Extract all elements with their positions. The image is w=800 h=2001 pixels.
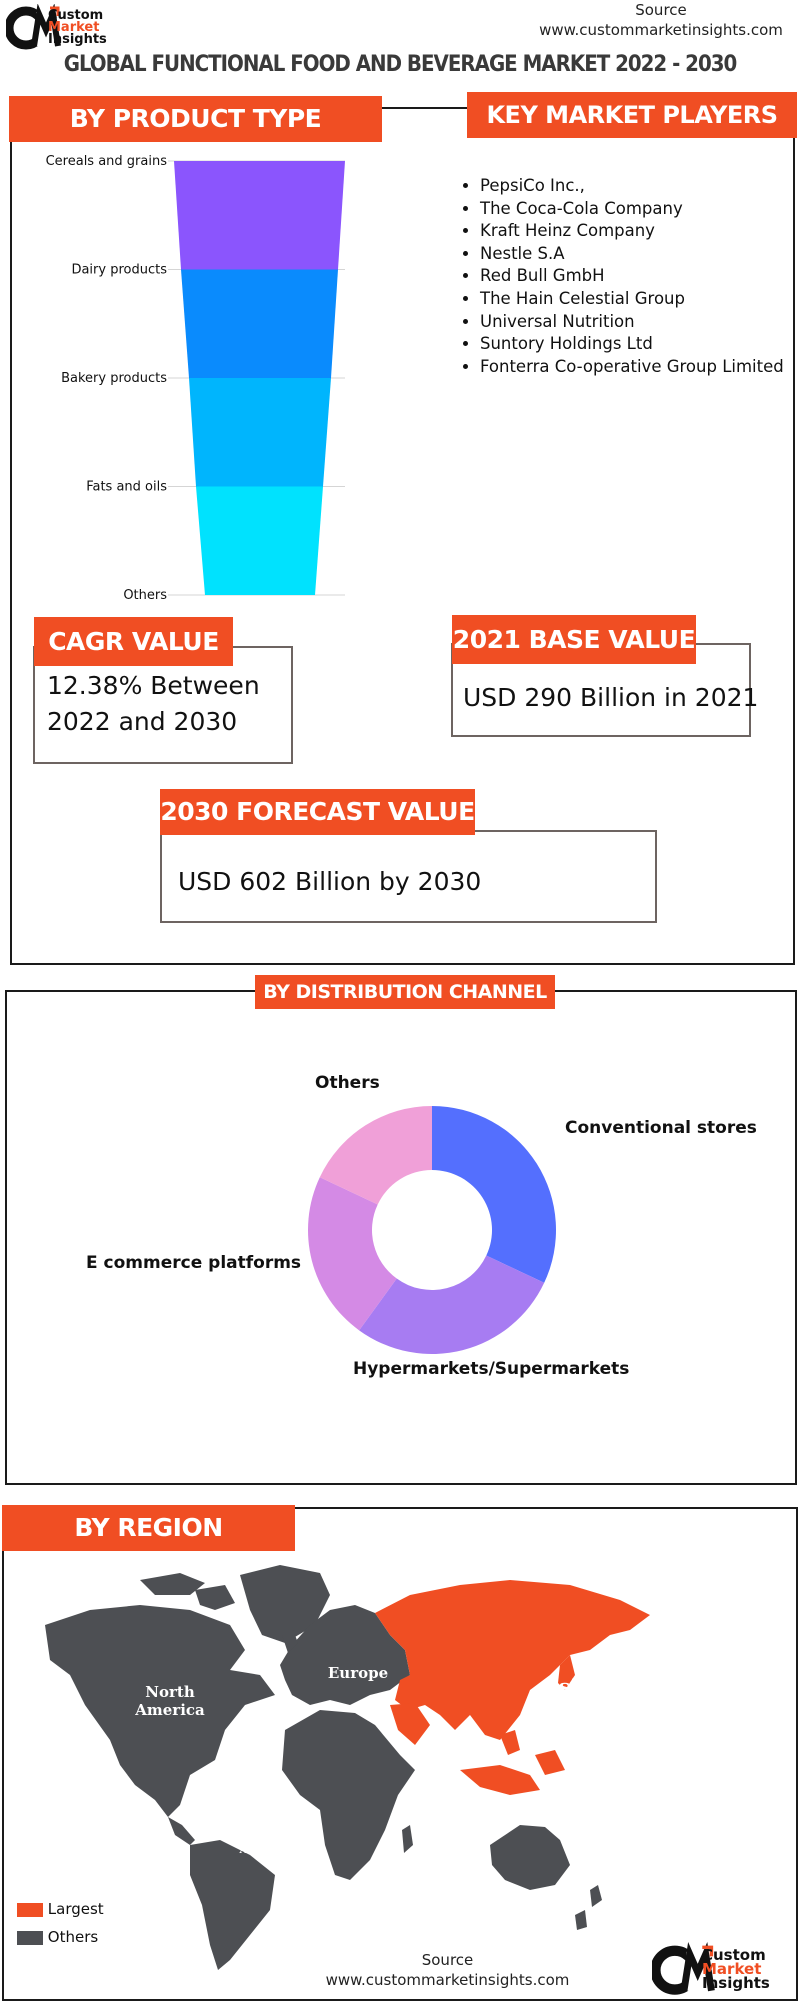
cagr-line2: 2022 and 2030: [47, 707, 238, 736]
funnel-segment: [196, 486, 323, 595]
map-asia: [375, 1580, 650, 1740]
donut-label-ecommerce: E commerce platforms: [86, 1253, 302, 1273]
key-player-item: Nestle S.A: [480, 243, 800, 266]
funnel-segment: [181, 269, 338, 378]
funnel-category-label: Fats and oils: [86, 480, 167, 495]
key-player-item: Universal Nutrition: [480, 311, 800, 334]
key-player-item: The Coca-Cola Company: [480, 198, 800, 221]
forecast-box: [160, 830, 657, 923]
map-label-north-america-1: North: [145, 1683, 195, 1701]
funnel-category-label: Others: [123, 588, 167, 600]
logo-mark-icon: [6, 4, 62, 50]
funnel-category-label: Cereals and grains: [46, 154, 168, 169]
map-label-australia: Australia: [615, 1870, 678, 1884]
key-player-item: The Hain Celestial Group: [480, 288, 800, 311]
funnel-category-label: Dairy products: [71, 263, 167, 278]
source-label-bottom: Source: [421, 1951, 474, 1969]
donut-slice: [319, 1106, 432, 1205]
donut-slice: [432, 1106, 556, 1283]
legend-item-largest: Largest: [17, 1895, 104, 1923]
distribution-donut-chart: [308, 1106, 556, 1354]
map-greenland: [240, 1565, 330, 1643]
funnel-segment: [189, 378, 331, 487]
region-heading: BY REGION: [2, 1505, 295, 1551]
logo-bottom-line2: Market: [702, 1960, 762, 1978]
key-player-item: Fonterra Co-operative Group Limited: [480, 356, 800, 379]
product-type-funnel-chart: Cereals and grains Dairy products Bakery p…: [46, 154, 345, 600]
map-south-america: [190, 1840, 275, 1970]
logo-line1: Custom: [48, 8, 104, 23]
map-africa: [282, 1710, 415, 1880]
donut-slice: [308, 1177, 397, 1331]
logo-line2: Market: [48, 20, 100, 35]
page-title: GLOBAL FUNCTIONAL FOOD AND BEVERAGE MARK…: [63, 52, 738, 77]
donut-slice: [359, 1255, 545, 1354]
logo-mark-bottom-icon: [652, 1942, 716, 1995]
legend-swatch-largest: [17, 1902, 43, 1917]
logo-bottom-line3: Insights: [702, 1974, 770, 1992]
cagr-heading: CAGR VALUE: [34, 617, 233, 666]
map-label-south-america-1: South: [247, 1830, 283, 1843]
source-label-top: Source: [635, 1, 687, 19]
logo-top: Custom Market Insights: [6, 4, 126, 50]
legend-label-others: Others: [47, 1928, 99, 1946]
distribution-heading: BY DISTRIBUTION CHANNEL: [255, 975, 555, 1009]
source-url-bottom: www.custommarketinsights.com: [325, 1971, 570, 1989]
map-label-europe: Europe: [328, 1664, 388, 1682]
key-player-item: Suntory Holdings Ltd: [480, 333, 800, 356]
product-type-heading: BY PRODUCT TYPE: [9, 96, 382, 142]
key-player-item: Kraft Heinz Company: [480, 220, 800, 243]
key-player-item: PepsiCo Inc.,: [480, 175, 800, 198]
logo-line3: Insights: [48, 32, 107, 47]
world-map: North America Europe Asia Africa South A…: [45, 1565, 678, 1970]
map-label-asia: Asia: [542, 1674, 590, 1698]
legend-item-others: Others: [17, 1923, 104, 1951]
section-product-type: [10, 107, 795, 965]
section-region: [2, 1507, 798, 2001]
key-players-list: PepsiCo Inc.,The Coca-Cola CompanyKraft …: [460, 175, 800, 378]
donut-label-others: Others: [315, 1073, 380, 1093]
donut-label-conventional: Conventional stores: [565, 1118, 757, 1138]
base-value-text: USD 290 Billion in 2021: [463, 683, 759, 712]
funnel-segment: [174, 161, 345, 270]
map-north-america: [45, 1605, 275, 1817]
legend-label-largest: Largest: [47, 1900, 104, 1918]
map-label-north-america-2: America: [134, 1701, 205, 1719]
donut-label-hypermarkets: Hypermarkets/Supermarkets: [353, 1359, 630, 1379]
forecast-text: USD 602 Billion by 2030: [178, 867, 482, 896]
map-australia: [490, 1825, 570, 1890]
funnel-category-label: Bakery products: [61, 371, 167, 386]
region-legend: Largest Others: [17, 1895, 104, 1951]
key-players-heading: KEY MARKET PLAYERS: [467, 92, 797, 138]
map-label-south-america-2: America: [239, 1843, 291, 1856]
key-player-item: Red Bull GmbH: [480, 265, 800, 288]
logo-bottom: Custom Market Insights: [652, 1942, 792, 1996]
legend-swatch-others: [17, 1930, 43, 1945]
base-value-heading: 2021 BASE VALUE: [452, 615, 696, 664]
source-url-top: www.custommarketinsights.com: [539, 21, 783, 39]
forecast-heading: 2030 FORECAST VALUE: [160, 789, 475, 835]
map-label-africa: Africa: [394, 1806, 452, 1826]
cagr-line1: 12.38% Between: [47, 671, 260, 700]
logo-bottom-line1: Custom: [702, 1946, 766, 1964]
map-europe: [280, 1605, 410, 1705]
key-players-list-container: PepsiCo Inc.,The Coca-Cola CompanyKraft …: [460, 175, 800, 378]
